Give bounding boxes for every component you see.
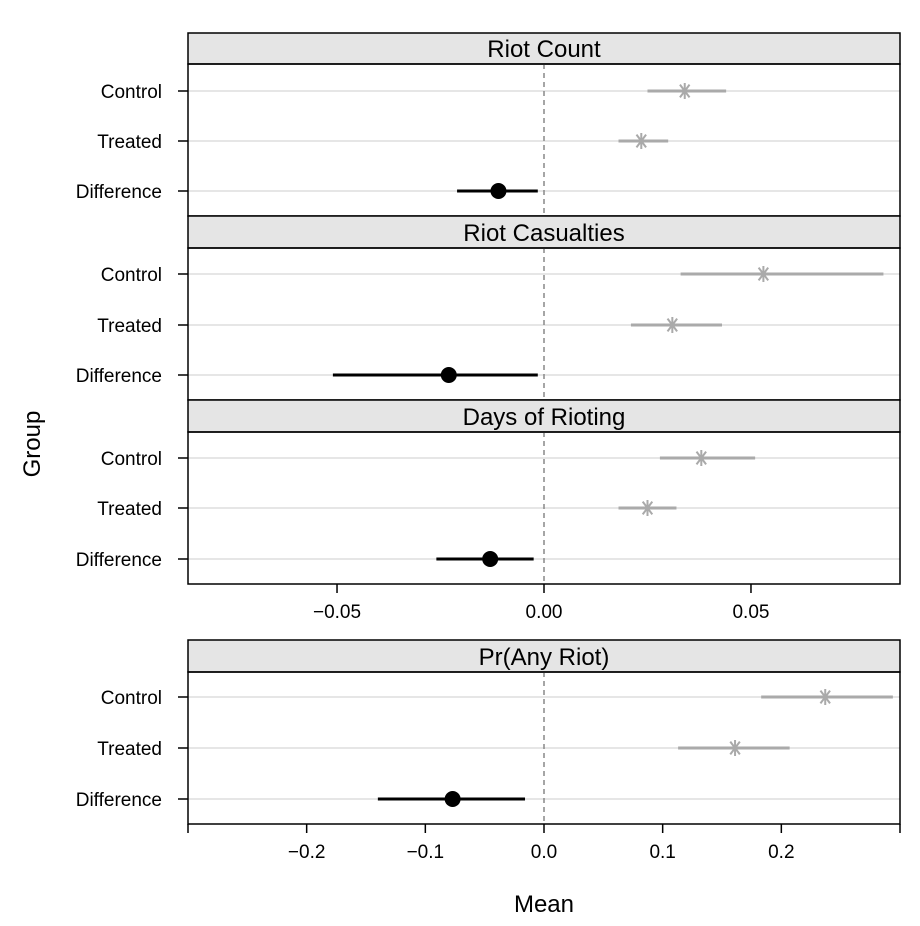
panel-title: Days of Rioting — [463, 404, 626, 431]
y-tick-label: Treated — [97, 739, 162, 760]
estimate-point — [490, 183, 507, 199]
x-tick-label: −0.2 — [288, 842, 326, 863]
x-tick-label: 0.0 — [531, 842, 557, 863]
estimate-point — [639, 500, 656, 516]
panel: Pr(Any Riot) Control Treated Difference −0.2… — [76, 639, 901, 863]
y-tick-label: Difference — [76, 790, 162, 811]
panel: Days of Rioting Control Treated Difference −… — [76, 399, 901, 623]
panel-strip — [187, 639, 901, 673]
x-tick-label: −0.1 — [407, 842, 445, 863]
estimate-point — [693, 450, 710, 466]
panel: Riot Casualties Control Treated Difference — [76, 215, 901, 401]
panel-title: Riot Count — [487, 36, 601, 63]
x-tick-label: 0.1 — [649, 842, 675, 863]
panel: Riot Count Control Treated Difference — [76, 32, 901, 217]
estimate-point — [633, 133, 650, 149]
panel-strip — [187, 32, 901, 65]
x-axis-title: Mean — [514, 891, 574, 918]
y-tick-label: Control — [101, 82, 162, 103]
estimate-point — [440, 367, 457, 383]
x-tick-label: 0.00 — [526, 602, 563, 623]
panel-title: Pr(Any Riot) — [479, 644, 610, 671]
y-tick-label: Difference — [76, 550, 162, 571]
estimate-point — [727, 740, 744, 756]
y-tick-label: Treated — [97, 132, 162, 153]
y-tick-label: Treated — [97, 499, 162, 520]
y-tick-label: Control — [101, 449, 162, 470]
y-tick-label: Difference — [76, 182, 162, 203]
panel-strip — [187, 215, 901, 249]
y-tick-label: Control — [101, 265, 162, 286]
y-tick-label: Control — [101, 688, 162, 709]
estimate-point — [676, 83, 693, 99]
y-tick-label: Difference — [76, 366, 162, 387]
panel-title: Riot Casualties — [463, 220, 624, 247]
y-axis-title: Group — [19, 411, 46, 478]
estimate-point — [444, 791, 461, 807]
estimate-point — [664, 317, 681, 333]
x-tick-label: 0.05 — [732, 602, 769, 623]
x-tick-label: 0.2 — [768, 842, 794, 863]
x-tick-label: −0.05 — [313, 602, 361, 623]
estimate-point — [482, 551, 499, 567]
y-tick-label: Treated — [97, 316, 162, 337]
estimate-point — [817, 689, 834, 705]
estimate-point — [755, 266, 772, 282]
